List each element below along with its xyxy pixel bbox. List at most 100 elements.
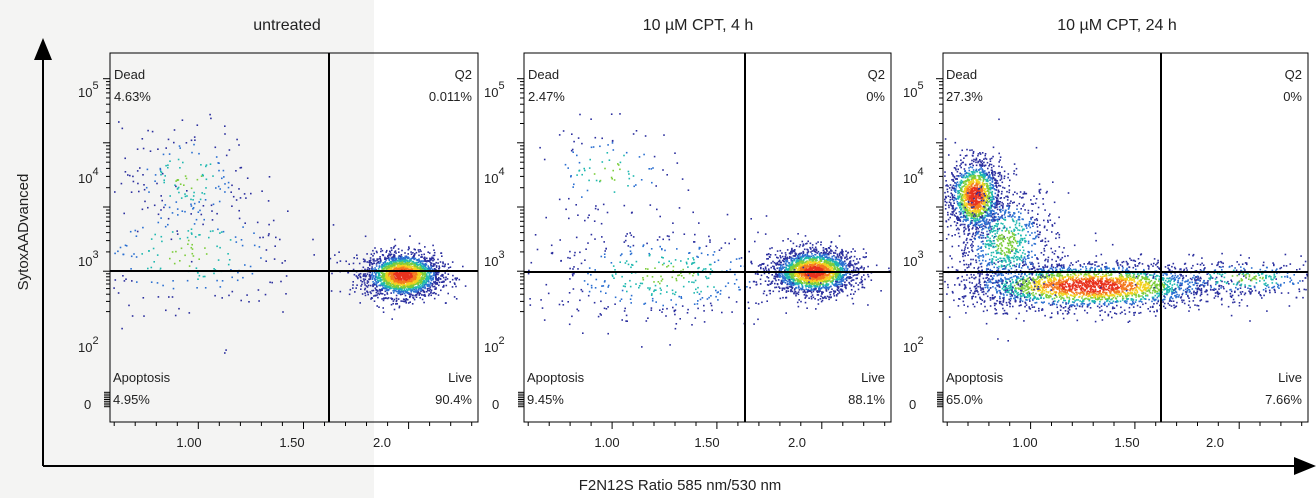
scatter-point xyxy=(853,274,856,276)
scatter-point xyxy=(825,259,828,261)
scatter-point xyxy=(412,273,415,275)
scatter-point xyxy=(398,261,401,264)
scatter-point xyxy=(429,260,431,263)
scatter-point xyxy=(834,276,837,279)
scatter-point xyxy=(800,300,802,303)
scatter-point xyxy=(434,263,436,266)
scatter-point xyxy=(194,236,197,238)
scatter-point xyxy=(809,242,812,245)
scatter-point xyxy=(839,272,842,274)
scatter-point xyxy=(171,231,174,233)
scatter-point xyxy=(416,275,419,277)
scatter-point xyxy=(803,280,806,283)
scatter-point xyxy=(823,276,825,279)
scatter-point xyxy=(248,301,250,303)
scatter-point xyxy=(810,275,813,277)
scatter-point xyxy=(168,206,171,209)
scatter-point xyxy=(793,278,796,280)
quadrant-percent-q2: 0.011% xyxy=(429,89,473,104)
scatter-point xyxy=(424,287,426,290)
scatter-point xyxy=(235,170,237,172)
scatter-point xyxy=(173,141,175,144)
scatter-point xyxy=(433,249,435,251)
scatter-point xyxy=(815,267,818,269)
scatter-point xyxy=(775,275,777,278)
scatter-point xyxy=(398,306,401,309)
scatter-point xyxy=(426,290,428,293)
scatter-point xyxy=(786,249,789,251)
scatter-point xyxy=(187,243,189,245)
scatter-point xyxy=(381,293,384,295)
scatter-point xyxy=(205,164,208,166)
scatter-point xyxy=(802,270,804,272)
scatter-point xyxy=(850,280,853,282)
scatter-point xyxy=(405,302,407,304)
scatter-point xyxy=(196,124,199,126)
scatter-point xyxy=(394,250,397,252)
scatter-point xyxy=(429,278,432,280)
scatter-point xyxy=(815,279,818,281)
scatter-point xyxy=(403,289,405,291)
scatter-point xyxy=(829,280,832,283)
scatter-point xyxy=(768,270,770,272)
scatter-point xyxy=(387,255,389,257)
scatter-point xyxy=(781,252,783,254)
scatter-point xyxy=(360,288,362,290)
scatter-point xyxy=(240,299,242,302)
scatter-point xyxy=(419,272,421,275)
scatter-point xyxy=(841,285,844,288)
scatter-point xyxy=(274,245,276,247)
scatter-point xyxy=(367,293,369,296)
scatter-point xyxy=(826,274,828,277)
scatter-point xyxy=(434,271,437,274)
scatter-point xyxy=(800,262,803,265)
scatter-point xyxy=(146,168,149,171)
scatter-point xyxy=(824,272,827,275)
scatter-point xyxy=(396,303,398,305)
scatter-point xyxy=(383,297,385,300)
scatter-point xyxy=(406,260,408,262)
scatter-point xyxy=(188,312,191,314)
scatter-point xyxy=(132,175,134,178)
scatter-point xyxy=(360,285,362,287)
scatter-point xyxy=(837,281,840,284)
outer-x-axis-arrowhead xyxy=(1294,457,1316,475)
scatter-point xyxy=(347,271,349,274)
scatter-point xyxy=(842,250,844,253)
scatter-point xyxy=(378,293,381,296)
scatter-point xyxy=(829,264,831,266)
scatter-point xyxy=(417,283,420,286)
scatter-point xyxy=(803,257,806,260)
scatter-point xyxy=(390,282,393,284)
scatter-point xyxy=(830,252,832,255)
scatter-point xyxy=(831,281,833,284)
scatter-point xyxy=(378,276,380,278)
scatter-point xyxy=(400,263,403,265)
scatter-point xyxy=(857,288,860,291)
scatter-point xyxy=(191,151,193,154)
scatter-point xyxy=(412,287,414,289)
scatter-point xyxy=(385,276,387,279)
scatter-point xyxy=(787,273,789,276)
scatter-point xyxy=(390,267,393,270)
scatter-point xyxy=(433,251,436,254)
scatter-point xyxy=(380,248,382,250)
scatter-point xyxy=(769,283,772,285)
scatter-point xyxy=(361,281,364,283)
scatter-point xyxy=(428,252,431,254)
scatter-point xyxy=(376,261,379,264)
scatter-point xyxy=(821,265,823,267)
scatter-point xyxy=(165,309,167,312)
scatter-point xyxy=(796,301,799,304)
scatter-point xyxy=(819,259,822,262)
scatter-point xyxy=(384,272,387,275)
scatter-point xyxy=(819,298,822,300)
scatter-point xyxy=(814,298,816,300)
scatter-point xyxy=(131,280,133,282)
scatter-point xyxy=(268,233,270,235)
scatter-point xyxy=(816,277,819,280)
scatter-point xyxy=(390,278,393,280)
scatter-point xyxy=(810,263,812,266)
scatter-point xyxy=(394,283,396,285)
scatter-point xyxy=(797,253,800,256)
